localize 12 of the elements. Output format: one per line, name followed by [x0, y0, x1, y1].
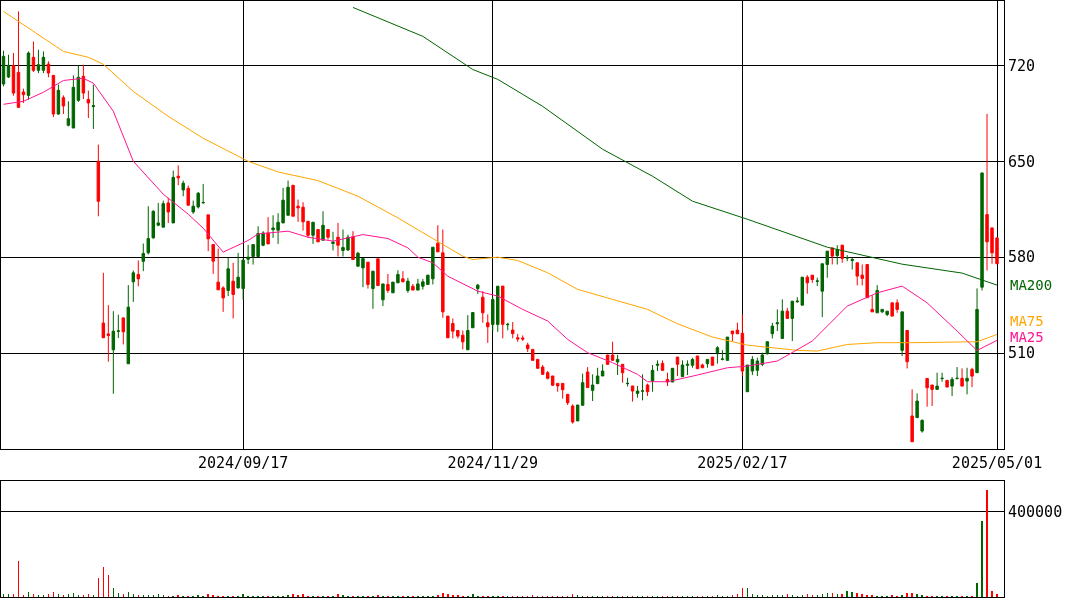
- y-tick-label: 720: [1008, 56, 1036, 75]
- x-tick-label: 2025/02/17: [697, 454, 788, 472]
- y-tick-label: 400000: [1008, 502, 1063, 521]
- x-tick-label: 2024/09/17: [197, 454, 289, 472]
- x-tick-label: 2024/11/29: [447, 454, 538, 472]
- y-tick-label: 580: [1008, 248, 1036, 267]
- series-label: MA200: [1010, 277, 1053, 293]
- series-label: MA25: [1010, 329, 1044, 345]
- x-tick-label: 2025/05/01: [951, 454, 1043, 472]
- series-label: MA75: [1010, 313, 1044, 329]
- y-tick-label: 510: [1008, 344, 1036, 363]
- y-tick-label: 650: [1008, 152, 1036, 171]
